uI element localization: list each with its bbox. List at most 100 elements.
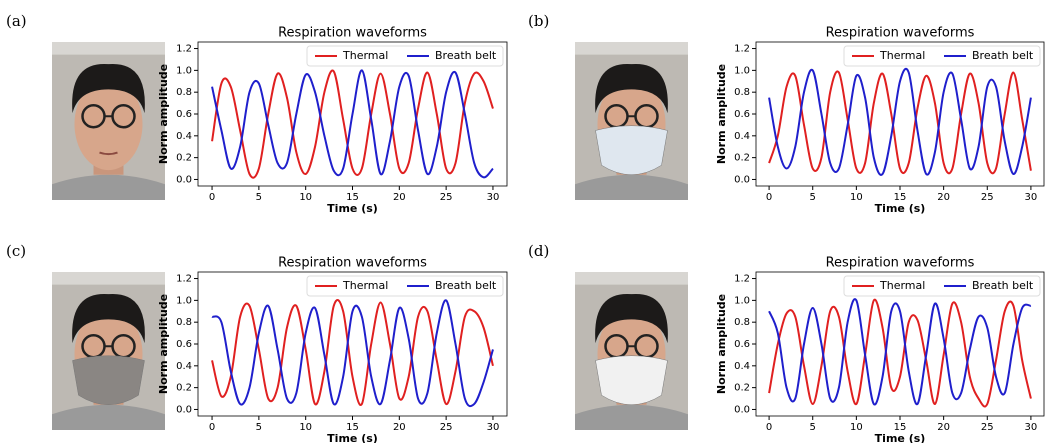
y-axis-label: Norm amplitude — [157, 294, 170, 394]
y-tick-label: 0.4 — [734, 131, 750, 142]
x-tick-label: 5 — [256, 422, 262, 433]
x-tick-label: 0 — [766, 192, 772, 203]
panel-label: (c) — [6, 242, 26, 260]
hair — [595, 63, 668, 114]
legend-label: Thermal — [879, 279, 925, 292]
x-tick-label: 15 — [894, 422, 907, 433]
x-tick-label: 25 — [981, 422, 994, 433]
x-tick-label: 20 — [937, 192, 950, 203]
photo — [52, 42, 165, 200]
x-tick-label: 25 — [981, 192, 994, 203]
photo-bg-top — [52, 272, 165, 285]
y-tick-label: 1.0 — [176, 295, 192, 306]
y-tick-label: 0.8 — [176, 317, 192, 328]
panel-label: (a) — [6, 12, 27, 30]
y-axis-label: Norm amplitude — [715, 294, 728, 394]
x-tick-label: 30 — [487, 422, 500, 433]
x-tick-label: 10 — [850, 422, 863, 433]
x-tick-label: 5 — [256, 192, 262, 203]
line-series — [768, 298, 1032, 408]
legend-label: Thermal — [342, 49, 388, 62]
legend-box — [843, 275, 1041, 297]
hair — [72, 293, 145, 344]
legend-label: Thermal — [342, 279, 388, 292]
legend-label: Breath belt — [972, 49, 1034, 62]
y-tick-label: 0.4 — [176, 361, 192, 372]
hair — [595, 293, 668, 344]
y-tick-label: 0.0 — [176, 174, 192, 185]
y-tick-label: 0.0 — [176, 404, 192, 415]
x-tick-label: 20 — [937, 422, 950, 433]
axes-frame — [197, 271, 508, 417]
y-tick-label: 1.2 — [734, 44, 750, 55]
x-tick-label: 15 — [346, 422, 359, 433]
mouth — [99, 151, 118, 156]
mask — [595, 355, 668, 405]
y-tick-label: 0.4 — [734, 361, 750, 372]
line-series — [768, 298, 1032, 406]
y-tick-label: 0.8 — [734, 317, 750, 328]
x-tick-label: 5 — [810, 192, 816, 203]
y-tick-label: 0.6 — [176, 339, 192, 350]
y-tick-label: 1.2 — [734, 274, 750, 285]
line-series — [211, 69, 494, 179]
x-axis-label: Time (s) — [327, 202, 378, 215]
legend-label: Thermal — [879, 49, 925, 62]
photo-bg-top — [575, 272, 688, 285]
legend-box — [306, 45, 504, 67]
x-tick-label: 20 — [393, 192, 406, 203]
mask — [595, 125, 668, 175]
x-tick-label: 15 — [346, 192, 359, 203]
x-tick-label: 0 — [209, 192, 215, 203]
y-tick-label: 1.2 — [176, 274, 192, 285]
x-axis-label: Time (s) — [875, 432, 926, 443]
chart-title: Respiration waveforms — [826, 26, 975, 41]
y-tick-label: 0.8 — [734, 87, 750, 98]
photo — [52, 272, 165, 430]
y-tick-label: 0.0 — [734, 404, 750, 415]
hair — [72, 63, 145, 114]
y-tick-label: 0.6 — [176, 109, 192, 120]
panel-label: (d) — [528, 242, 549, 260]
y-tick-label: 0.4 — [176, 131, 192, 142]
photo-bg-top — [575, 42, 688, 55]
line-series — [211, 69, 494, 179]
x-tick-label: 10 — [299, 192, 312, 203]
legend-label: Breath belt — [435, 49, 497, 62]
face — [74, 78, 143, 171]
line-series — [211, 299, 494, 408]
shirt — [52, 174, 165, 200]
y-tick-label: 1.0 — [176, 65, 192, 76]
y-tick-label: 1.0 — [734, 65, 750, 76]
mask — [72, 355, 145, 405]
y-tick-label: 0.0 — [734, 174, 750, 185]
chart-title: Respiration waveforms — [826, 256, 975, 271]
x-tick-label: 0 — [209, 422, 215, 433]
y-tick-label: 0.6 — [734, 339, 750, 350]
shirt — [52, 404, 165, 430]
y-tick-label: 0.8 — [176, 87, 192, 98]
y-tick-label: 1.0 — [734, 295, 750, 306]
y-tick-label: 0.2 — [176, 383, 192, 394]
x-tick-label: 30 — [1025, 422, 1038, 433]
photo-bg-top — [52, 42, 165, 55]
x-tick-label: 30 — [487, 192, 500, 203]
y-axis-label: Norm amplitude — [715, 64, 728, 164]
axes-frame — [755, 41, 1045, 187]
y-tick-label: 0.2 — [176, 153, 192, 164]
panel-label: (b) — [528, 12, 549, 30]
photo — [575, 42, 688, 200]
x-axis-label: Time (s) — [327, 432, 378, 443]
legend-label: Breath belt — [972, 279, 1034, 292]
x-tick-label: 30 — [1025, 192, 1038, 203]
shirt — [575, 404, 688, 430]
y-tick-label: 1.2 — [176, 44, 192, 55]
x-axis-label: Time (s) — [875, 202, 926, 215]
x-tick-label: 0 — [766, 422, 772, 433]
x-tick-label: 10 — [299, 422, 312, 433]
x-tick-label: 15 — [894, 192, 907, 203]
line-series — [768, 67, 1032, 176]
legend-box — [843, 45, 1041, 67]
axes-frame — [755, 271, 1045, 417]
